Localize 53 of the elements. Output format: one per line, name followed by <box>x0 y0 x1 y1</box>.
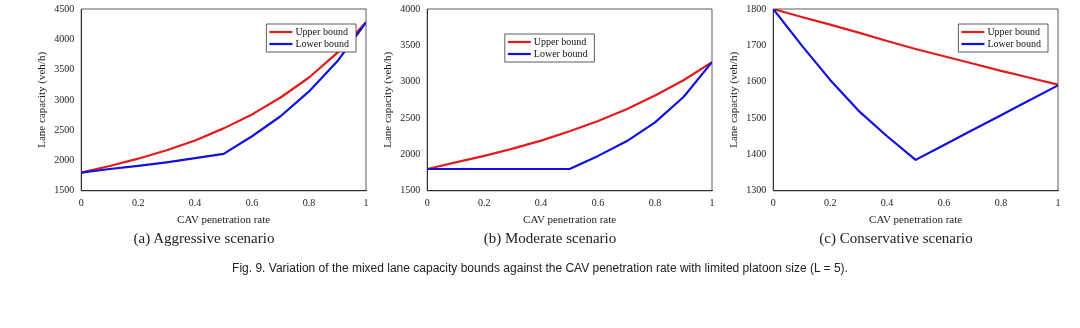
y-tick-label: 1600 <box>746 75 767 87</box>
x-axis-title: CAV penetration rate <box>523 213 617 226</box>
y-tick-label: 4000 <box>54 32 75 44</box>
y-tick-label: 3000 <box>400 75 421 87</box>
y-tick-label: 1300 <box>746 184 767 196</box>
x-tick-label: 0.6 <box>245 197 259 209</box>
x-tick-label: 0.4 <box>188 197 202 209</box>
y-tick-label: 2500 <box>400 111 421 123</box>
x-axis-title: CAV penetration rate <box>177 213 271 226</box>
x-tick-label: 0.2 <box>823 197 837 209</box>
y-axis-title: Lane capacity (veh/h) <box>727 51 741 148</box>
x-tick-label: 0.4 <box>880 197 894 209</box>
x-tick-label: 0.8 <box>302 197 316 209</box>
y-tick-label: 1800 <box>746 2 767 14</box>
y-tick-label: 4000 <box>400 2 421 14</box>
legend-label: Upper bound <box>533 35 587 47</box>
text: (b) Moderate scenario <box>482 230 618 247</box>
x-tick-label: 0.2 <box>477 197 491 209</box>
x-tick-label: 0.6 <box>937 197 951 209</box>
x-tick-label: 0 <box>770 197 776 209</box>
caption: Fig. 9. Variation of the mixed lane capacity bounds against the CAV penetration rate with limited platoon size (L = 5). <box>231 261 849 275</box>
y-axis-title: Lane capacity (veh/h) <box>35 51 49 148</box>
x-tick-label: 0.2 <box>131 197 145 209</box>
y-tick-label: 1500 <box>746 111 767 123</box>
y-tick-label: 3500 <box>400 38 421 50</box>
y-tick-label: 1700 <box>746 38 767 50</box>
x-tick-label: 0.6 <box>591 197 605 209</box>
x-axis-title: CAV penetration rate <box>869 213 963 226</box>
legend-label: Upper bound <box>987 25 1040 37</box>
text: (c) Conservative scenario <box>818 230 974 247</box>
legend-label: Lower bound <box>295 37 350 49</box>
y-tick-label: 4500 <box>54 2 75 14</box>
x-tick-label: 1 <box>363 197 369 209</box>
y-axis-title: Lane capacity (veh/h) <box>381 51 395 148</box>
legend-label: Upper bound <box>295 25 348 37</box>
x-tick-label: 0.8 <box>994 197 1008 209</box>
x-tick-label: 0.8 <box>648 197 662 209</box>
y-tick-label: 1500 <box>400 184 421 196</box>
y-tick-label: 1400 <box>746 148 767 160</box>
y-tick-label: 2000 <box>400 148 421 160</box>
legend-label: Lower bound <box>533 47 588 59</box>
y-tick-label: 3000 <box>54 93 75 105</box>
y-tick-label: 1500 <box>54 184 75 196</box>
x-tick-label: 0.4 <box>534 197 548 209</box>
y-tick-label: 2000 <box>54 154 75 166</box>
y-tick-label: 2500 <box>54 123 75 135</box>
x-tick-label: 0 <box>78 197 84 209</box>
legend-label: Lower bound <box>987 37 1042 49</box>
text: (a) Aggressive scenario <box>132 230 276 247</box>
x-tick-label: 1 <box>1055 197 1061 209</box>
y-tick-label: 3500 <box>54 63 75 75</box>
x-tick-label: 1 <box>709 197 715 209</box>
x-tick-label: 0 <box>424 197 430 209</box>
